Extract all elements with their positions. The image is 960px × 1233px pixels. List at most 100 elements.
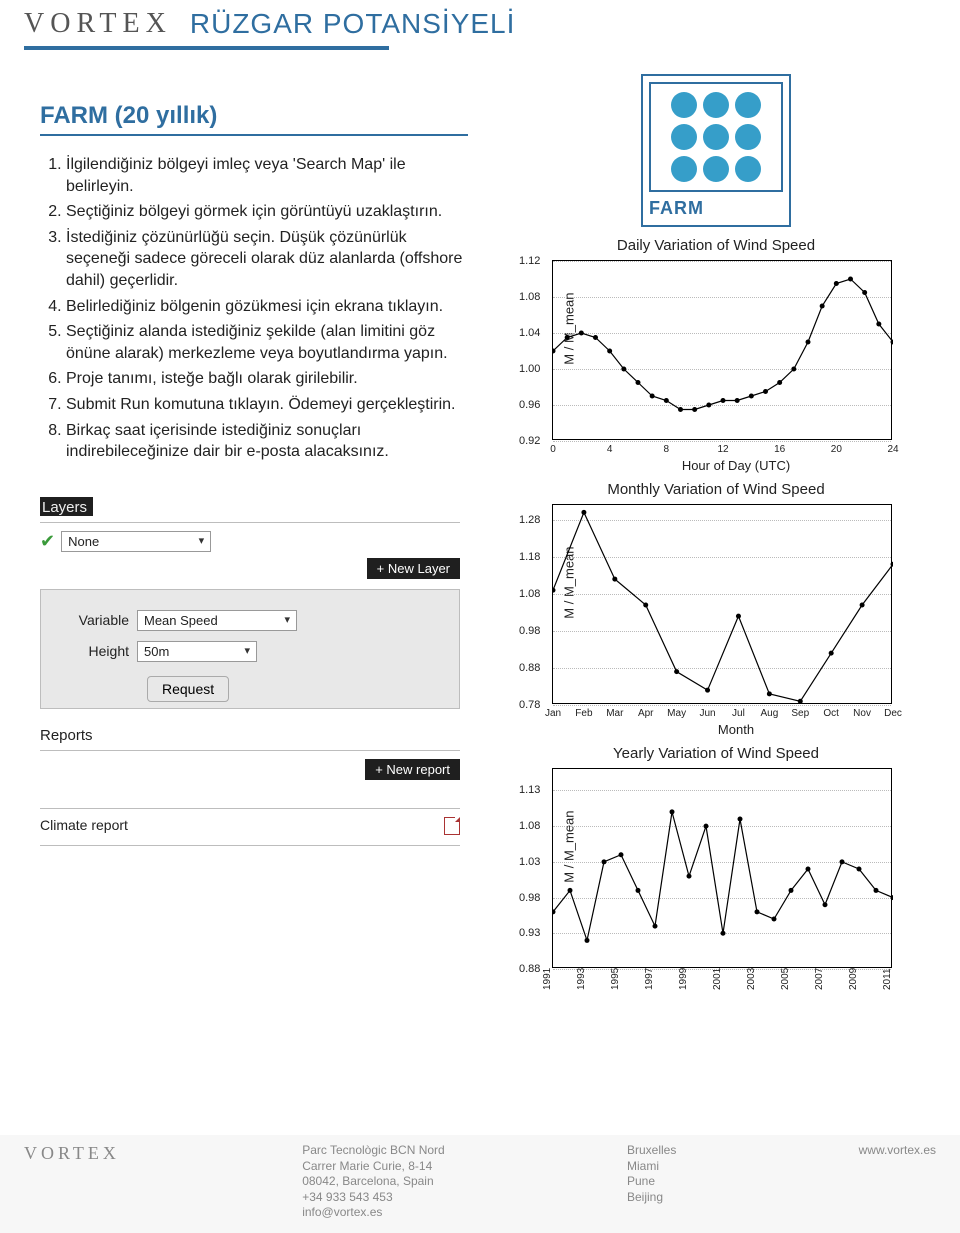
y-tick: 1.03 — [519, 856, 540, 868]
y-tick: 0.96 — [519, 399, 540, 411]
left-column: FARM (20 yıllık) İlgilendiğiniz bölgeyi … — [40, 74, 480, 986]
x-tick: 1999 — [678, 968, 689, 990]
x-tick: Dec — [884, 708, 902, 719]
chart-daily-xlabel: Hour of Day (UTC) — [532, 458, 940, 473]
variable-row: Variable Mean Speed — [47, 610, 453, 631]
y-tick: 0.92 — [519, 435, 540, 447]
city-item: Miami — [627, 1159, 676, 1175]
x-tick: 1995 — [610, 968, 621, 990]
x-tick: 2009 — [848, 968, 859, 990]
y-tick: 1.08 — [519, 820, 540, 832]
divider — [40, 808, 460, 809]
reports-section: Reports + New report Climate report — [40, 727, 460, 846]
x-tick: 2011 — [882, 968, 893, 990]
y-tick: 1.04 — [519, 327, 540, 339]
page-title: RÜZGAR POTANSİYELİ — [190, 8, 516, 40]
y-tick: 1.12 — [519, 255, 540, 267]
x-tick: Nov — [853, 708, 871, 719]
step-item: Submit Run komutuna tıklayın. Ödemeyi ge… — [66, 394, 468, 416]
height-select[interactable]: 50m — [137, 641, 257, 662]
reports-label: Reports — [40, 727, 460, 744]
x-tick: Sep — [791, 708, 809, 719]
y-tick: 0.93 — [519, 927, 540, 939]
climate-report-row[interactable]: Climate report — [40, 811, 460, 839]
farm-icon-label: FARM — [649, 198, 783, 219]
new-report-button[interactable]: + New report — [365, 759, 460, 780]
x-tick: Mar — [606, 708, 623, 719]
addr-line: info@vortex.es — [302, 1205, 445, 1221]
step-item: Birkaç saat içerisinde istediğiniz sonuç… — [66, 420, 468, 463]
addr-line: Parc Tecnològic BCN Nord — [302, 1143, 445, 1159]
y-tick: 1.08 — [519, 588, 540, 600]
chart-yearly: M / M_mean 0.880.930.981.031.081.1319911… — [552, 768, 892, 968]
pdf-icon[interactable] — [444, 817, 460, 835]
step-item: Belirlediğiniz bölgenin gözükmesi için e… — [66, 296, 468, 318]
city-item: Beijing — [627, 1190, 676, 1206]
y-tick: 0.88 — [519, 662, 540, 674]
x-tick: Apr — [638, 708, 654, 719]
x-tick: 8 — [664, 444, 670, 455]
city-item: Pune — [627, 1174, 676, 1190]
divider — [40, 750, 460, 751]
x-tick: 2001 — [712, 968, 723, 990]
request-button[interactable]: Request — [147, 676, 229, 702]
x-tick: May — [667, 708, 686, 719]
farm-icon — [649, 82, 783, 192]
addr-line: 08042, Barcelona, Spain — [302, 1174, 445, 1190]
section-subtitle: FARM (20 yıllık) — [40, 102, 468, 130]
divider — [40, 522, 460, 523]
addr-line: +34 933 543 453 — [302, 1190, 445, 1206]
y-tick: 0.98 — [519, 892, 540, 904]
layer-row: ✔ None — [40, 531, 460, 552]
y-tick: 0.88 — [519, 963, 540, 975]
farm-icon-card: FARM — [641, 74, 791, 227]
x-tick: Oct — [823, 708, 839, 719]
x-tick: 16 — [774, 444, 785, 455]
addr-line: Carrer Marie Curie, 8-14 — [302, 1159, 445, 1175]
chart-monthly-title: Monthly Variation of Wind Speed — [492, 481, 940, 498]
new-layer-button[interactable]: + New Layer — [367, 558, 460, 579]
chart-yearly-title: Yearly Variation of Wind Speed — [492, 745, 940, 762]
step-item: İlgilendiğiniz bölgeyi imleç veya 'Searc… — [66, 154, 468, 197]
subtitle-rule — [40, 134, 468, 136]
y-tick: 1.28 — [519, 514, 540, 526]
step-item: Proje tanımı, isteğe bağlı olarak girile… — [66, 368, 468, 390]
x-tick: 20 — [831, 444, 842, 455]
website-link[interactable]: www.vortex.es — [859, 1143, 936, 1221]
step-item: İstediğiniz çözünürlüğü seçin. Düşük çöz… — [66, 227, 468, 292]
right-column: FARM Daily Variation of Wind Speed M / M… — [480, 74, 940, 986]
x-tick: Jul — [732, 708, 745, 719]
chart-daily: M / M_mean 0.920.961.001.041.081.1204812… — [552, 260, 892, 440]
address-block: Parc Tecnològic BCN Nord Carrer Marie Cu… — [302, 1143, 445, 1221]
y-tick: 0.98 — [519, 625, 540, 637]
x-tick: 1991 — [542, 968, 553, 990]
bottom-vortex-logo: VORTEX — [24, 1143, 120, 1221]
step-item: Seçtiğiniz alanda istediğiniz şekilde (a… — [66, 321, 468, 364]
brand-logo: VORTEX — [24, 8, 172, 40]
x-tick: Aug — [760, 708, 778, 719]
y-tick: 0.78 — [519, 699, 540, 711]
climate-report-label: Climate report — [40, 817, 128, 835]
panel-body: Variable Mean Speed Height 50m Request — [40, 589, 460, 709]
main-content: FARM (20 yıllık) İlgilendiğiniz bölgeyi … — [0, 50, 960, 986]
cities-list: BruxellesMiamiPuneBeijing — [627, 1143, 676, 1221]
step-item: Seçtiğiniz bölgeyi görmek için görüntüyü… — [66, 201, 468, 223]
chart-monthly: M / M_mean 0.780.880.981.081.181.28JanFe… — [552, 504, 892, 704]
variable-select[interactable]: Mean Speed — [137, 610, 297, 631]
chart-daily-title: Daily Variation of Wind Speed — [492, 237, 940, 254]
x-tick: 1993 — [576, 968, 587, 990]
x-tick: 0 — [550, 444, 556, 455]
variable-label: Variable — [47, 612, 137, 628]
check-icon: ✔ — [40, 531, 55, 552]
y-tick: 1.08 — [519, 291, 540, 303]
y-tick: 1.13 — [519, 784, 540, 796]
y-tick: 1.00 — [519, 363, 540, 375]
height-row: Height 50m — [47, 641, 453, 662]
header: VORTEX RÜZGAR POTANSİYELİ — [0, 0, 960, 46]
x-tick: 2003 — [746, 968, 757, 990]
y-tick: 1.18 — [519, 551, 540, 563]
x-tick: 2005 — [780, 968, 791, 990]
chart-monthly-xlabel: Month — [532, 722, 940, 737]
layer-select[interactable]: None — [61, 531, 211, 552]
x-tick: Jan — [545, 708, 561, 719]
